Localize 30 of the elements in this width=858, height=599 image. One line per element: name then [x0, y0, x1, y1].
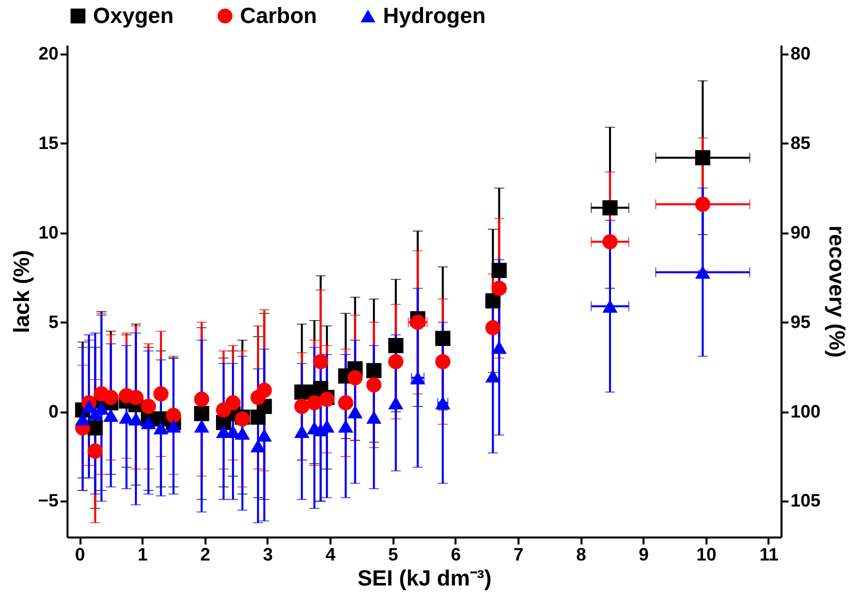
y2-tick-label: 95 [790, 312, 811, 332]
legend-label: Carbon [240, 3, 317, 28]
y-tick-label: 10 [38, 222, 58, 242]
x-tick-label: 5 [388, 544, 398, 564]
x-tick-label: 6 [450, 544, 461, 564]
x-tick-label: 1 [138, 544, 148, 564]
y-tick-label: 20 [38, 43, 58, 64]
y2-axis-title: recovery (%) [824, 225, 850, 358]
y-tick-label: −5 [38, 490, 58, 511]
y2-tick-label: 85 [790, 132, 811, 153]
x-tick-label: 3 [262, 544, 273, 564]
y2-tick-label: 105 [790, 490, 821, 511]
y-axis-title: lack (%) [8, 250, 34, 334]
x-tick-label: 10 [696, 544, 716, 564]
y-tick-label: 0 [48, 401, 58, 422]
x-axis-title: SEI (kJ dm⁻³) [357, 566, 492, 590]
legend-label: Oxygen [93, 3, 174, 28]
y2-tick-label: 100 [790, 401, 821, 422]
x-tick-label: 11 [759, 544, 778, 564]
legend-label: Hydrogen [383, 3, 486, 28]
x-tick-label: 4 [326, 544, 336, 564]
y2-tick-label: 90 [790, 222, 811, 242]
x-tick-label: 8 [576, 544, 586, 564]
x-tick-label: 9 [638, 544, 649, 564]
y-tick-label: 15 [38, 132, 58, 153]
x-tick-label: 2 [200, 544, 210, 564]
y-tick-label: 5 [48, 312, 58, 332]
x-tick-label: 0 [75, 544, 86, 564]
y2-tick-label: 80 [790, 43, 811, 64]
x-tick-label: 7 [513, 544, 524, 564]
